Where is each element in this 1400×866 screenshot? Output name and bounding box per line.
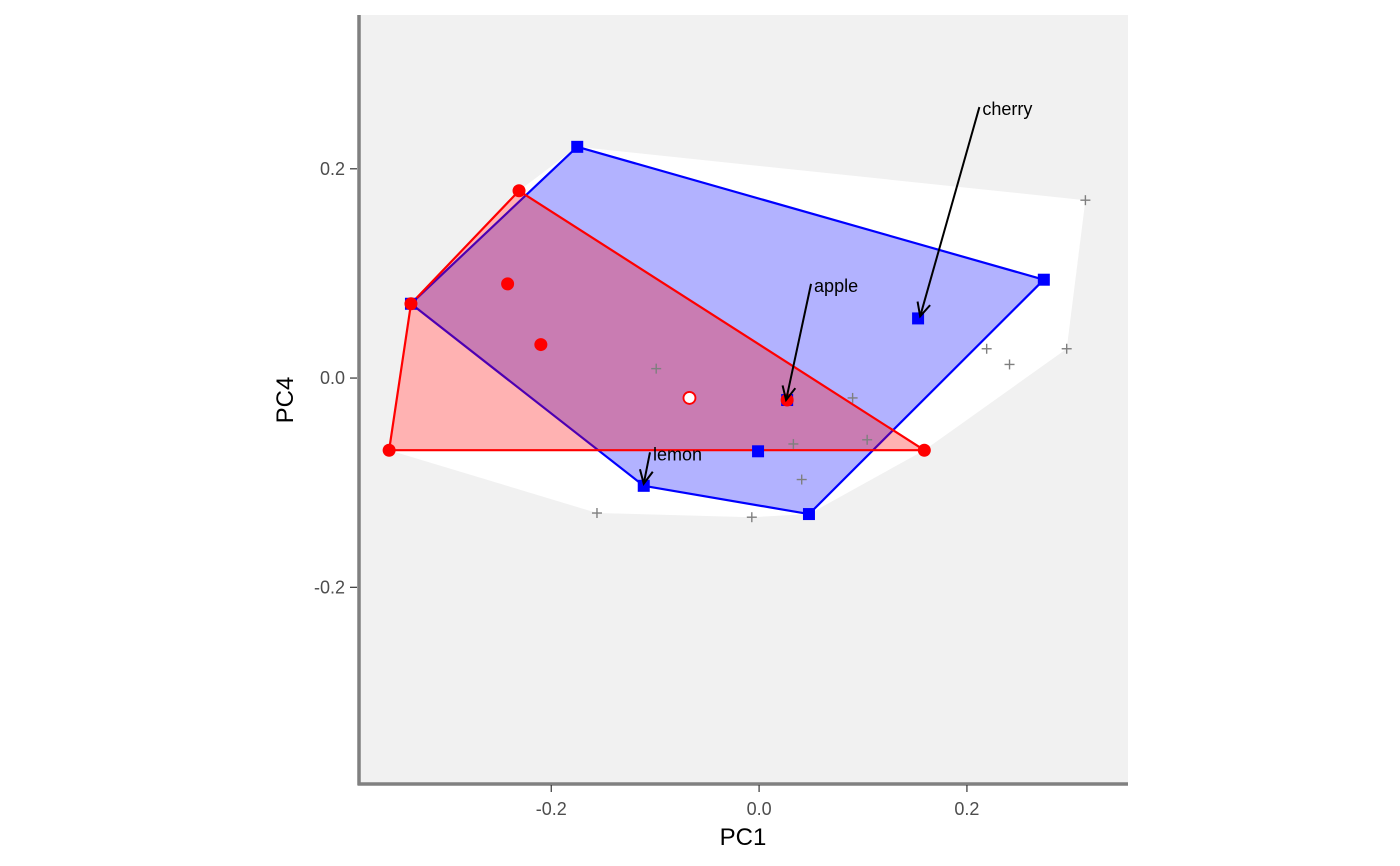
point-plus-9 [591, 508, 602, 519]
x-tick-label: 0.0 [747, 799, 772, 819]
x-tick-label: 0.2 [954, 799, 979, 819]
annotation-label: lemon [653, 444, 702, 464]
point-circle-1 [501, 277, 515, 291]
annotation-arrow [785, 283, 813, 401]
point-open-circle-0 [682, 391, 697, 405]
points-layer [382, 140, 1091, 523]
annotation-apple: apple [781, 276, 858, 403]
annotation-cherry: cherry [916, 99, 1032, 319]
arrow-head [639, 468, 654, 486]
point-square-6 [802, 508, 815, 521]
point-square-1 [1037, 273, 1050, 286]
point-plus-7 [862, 434, 873, 445]
x-axis-title: PC1 [720, 824, 767, 851]
point-circle-5 [917, 443, 931, 457]
arrow-head [781, 385, 797, 403]
point-plus-2 [981, 343, 992, 354]
point-plus-3 [1004, 359, 1015, 370]
x-tick-label: -0.2 [536, 799, 567, 819]
annotation-arrow [919, 106, 981, 317]
point-plus-4 [651, 363, 662, 374]
point-circle-3 [404, 297, 418, 311]
point-circle-0 [512, 184, 526, 198]
point-circle-2 [534, 338, 548, 352]
hull-1 [409, 145, 1045, 516]
y-axis-title: PC4 [272, 377, 299, 424]
annotation-layer: cherry apple lemon [639, 99, 1032, 486]
y-tick-label: -0.2 [314, 577, 345, 597]
point-plus-0 [1080, 195, 1091, 206]
annotation-label: cherry [982, 99, 1032, 119]
point-square-0 [571, 140, 584, 153]
point-plus-8 [796, 474, 807, 485]
annotation-arrow [642, 452, 651, 484]
point-circle-4 [382, 443, 396, 457]
point-plus-6 [788, 438, 799, 449]
point-square-4 [752, 445, 765, 458]
arrow-head [916, 301, 931, 319]
point-plus-1 [1061, 343, 1072, 354]
x-axis-ticks: -0.2 0.0 0.2 [536, 785, 979, 819]
y-axis-ticks: -0.2 0.0 0.2 [314, 159, 357, 597]
hull-0 [389, 146, 1086, 518]
annotation-lemon: lemon [639, 444, 702, 486]
point-plus-10 [746, 512, 757, 523]
point-plus-5 [847, 392, 858, 403]
hull-layer [388, 145, 1086, 518]
annotation-label: apple [814, 276, 858, 296]
y-tick-label: 0.0 [320, 368, 345, 388]
point-square-5 [637, 479, 650, 492]
y-tick-label: 0.2 [320, 159, 345, 179]
